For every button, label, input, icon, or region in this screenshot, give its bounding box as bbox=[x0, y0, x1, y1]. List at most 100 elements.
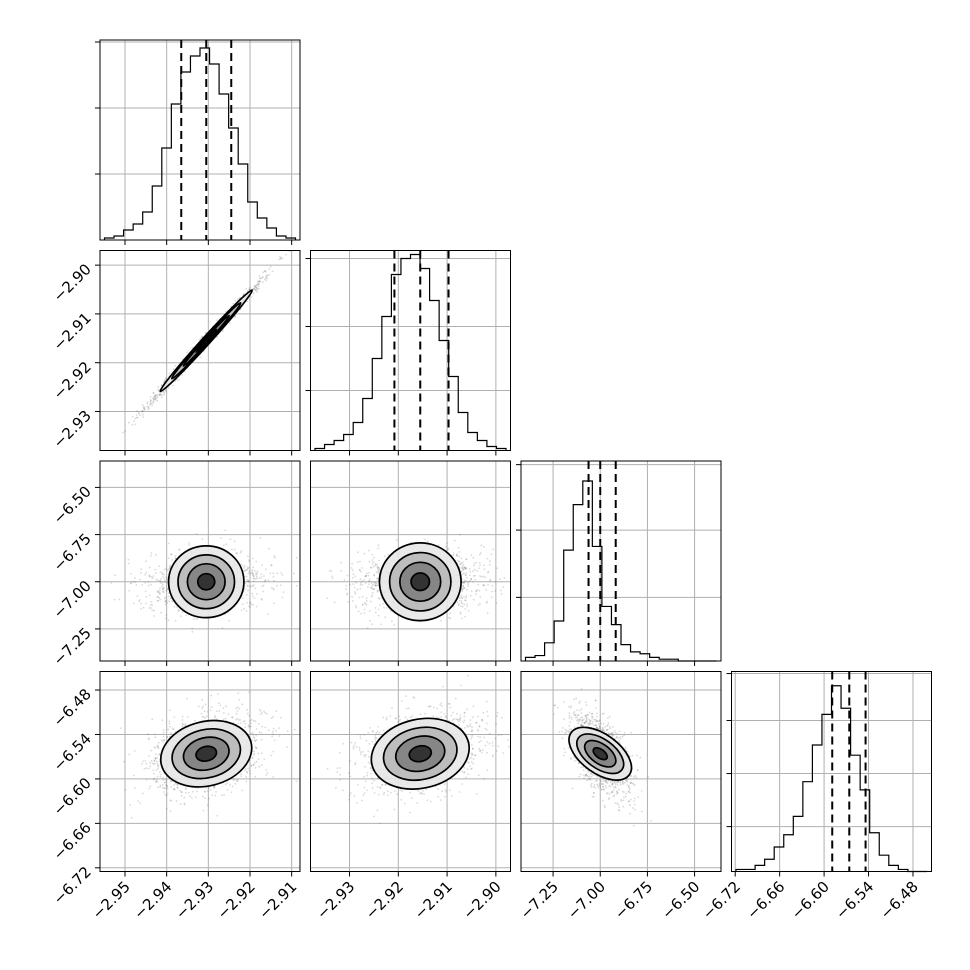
density-point bbox=[465, 572, 468, 575]
density-point bbox=[368, 580, 370, 583]
density-point bbox=[164, 596, 167, 599]
density-point bbox=[456, 553, 458, 555]
density-fill bbox=[411, 573, 430, 591]
density-point bbox=[163, 568, 166, 571]
density-point bbox=[166, 784, 168, 787]
density-point bbox=[231, 548, 233, 551]
density-point bbox=[162, 791, 165, 793]
density-point bbox=[253, 752, 256, 755]
density-point bbox=[118, 598, 121, 601]
density-point bbox=[465, 580, 468, 582]
density-point bbox=[479, 575, 481, 577]
density-point bbox=[186, 716, 189, 718]
density-point bbox=[373, 556, 375, 559]
density-point bbox=[237, 706, 239, 708]
density-point bbox=[272, 588, 275, 591]
histogram-step bbox=[524, 480, 717, 662]
density-point bbox=[228, 619, 231, 622]
density-point bbox=[355, 605, 357, 607]
y-tick-label: −7.00 bbox=[50, 577, 95, 622]
density-point bbox=[494, 590, 496, 592]
density-point bbox=[462, 587, 464, 589]
density-point bbox=[461, 602, 464, 605]
density-point bbox=[151, 604, 154, 606]
density-point bbox=[278, 727, 281, 730]
density-point bbox=[169, 799, 172, 802]
density-point bbox=[478, 553, 481, 556]
density-point bbox=[218, 710, 221, 712]
density-point bbox=[156, 395, 159, 398]
density-point bbox=[464, 608, 467, 610]
density-point bbox=[241, 597, 244, 600]
density-point bbox=[458, 551, 461, 553]
density-point bbox=[254, 766, 257, 769]
density-point bbox=[218, 702, 220, 705]
density-point bbox=[361, 604, 364, 606]
density-point bbox=[158, 760, 161, 763]
density-point bbox=[464, 566, 467, 569]
density-point bbox=[183, 796, 186, 799]
density-point bbox=[478, 567, 480, 569]
density-point bbox=[146, 401, 149, 403]
density-point bbox=[462, 564, 465, 566]
density-point bbox=[203, 797, 206, 799]
density-point bbox=[264, 711, 266, 714]
density-point bbox=[253, 737, 256, 740]
density-point bbox=[470, 578, 473, 580]
density-point bbox=[153, 746, 156, 749]
density-point bbox=[462, 585, 464, 587]
density-point bbox=[252, 566, 255, 568]
density-point bbox=[279, 584, 282, 587]
density-point bbox=[144, 573, 147, 576]
density-point bbox=[458, 603, 460, 605]
density-point bbox=[199, 356, 202, 359]
density-point bbox=[256, 290, 259, 293]
density-point bbox=[295, 780, 298, 783]
density-point bbox=[145, 778, 148, 781]
density-point bbox=[457, 560, 460, 562]
density-point bbox=[200, 712, 203, 715]
density-point bbox=[223, 794, 226, 796]
density-point bbox=[155, 780, 158, 783]
density-point bbox=[371, 583, 374, 586]
density-point bbox=[149, 404, 151, 406]
density-point bbox=[249, 601, 252, 604]
density-point bbox=[153, 394, 156, 397]
density-point bbox=[166, 736, 169, 739]
density-point bbox=[491, 590, 493, 593]
density-point bbox=[148, 738, 151, 741]
density-point bbox=[158, 565, 161, 568]
density-point bbox=[242, 564, 244, 567]
density-point bbox=[165, 576, 168, 579]
density-point bbox=[500, 589, 502, 592]
density-point bbox=[245, 575, 248, 578]
density-point bbox=[360, 570, 362, 573]
density-point bbox=[162, 591, 165, 594]
density-point bbox=[376, 565, 379, 568]
density-point bbox=[231, 716, 234, 719]
density-point bbox=[165, 784, 167, 786]
density-point bbox=[162, 740, 165, 743]
density-point bbox=[251, 557, 254, 560]
density-point bbox=[368, 580, 371, 582]
density-point bbox=[163, 392, 166, 394]
density-point bbox=[459, 563, 462, 565]
density-point bbox=[467, 609, 470, 612]
density-point bbox=[367, 574, 370, 577]
density-point bbox=[361, 580, 363, 583]
density-point bbox=[186, 351, 188, 354]
density-point bbox=[156, 394, 159, 396]
density-point bbox=[461, 573, 464, 576]
density-point bbox=[461, 589, 463, 591]
density-point bbox=[205, 331, 208, 334]
density-point bbox=[235, 712, 238, 715]
density-point bbox=[460, 601, 463, 604]
density-point bbox=[188, 542, 191, 544]
density-point bbox=[262, 281, 264, 283]
panel-2-0: −7.25−7.00−6.75−6.50 bbox=[50, 460, 301, 669]
density-point bbox=[351, 600, 354, 602]
density-point bbox=[271, 270, 274, 273]
density-point bbox=[447, 547, 450, 550]
density-point bbox=[165, 794, 168, 797]
density-point bbox=[163, 380, 165, 383]
